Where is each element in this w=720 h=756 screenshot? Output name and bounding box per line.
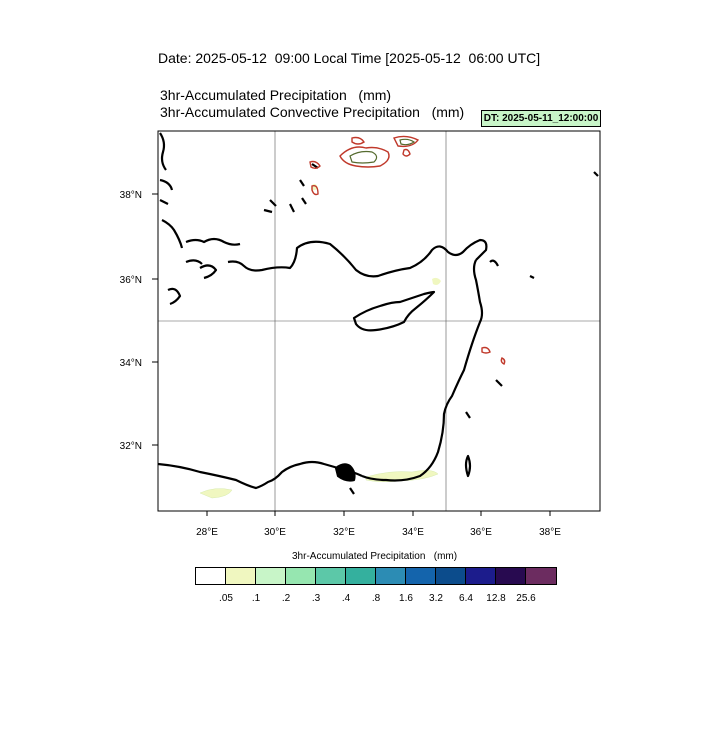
lat-label-32: 32°N (120, 441, 142, 452)
map-content (158, 131, 600, 511)
lon-label-30: 30°E (264, 527, 286, 538)
forecast-init-badge: DT: 2025-05-11_12:00:00 (481, 110, 601, 127)
lat-label-34: 34°N (120, 358, 142, 369)
lon-label-34: 34°E (402, 527, 424, 538)
colorbar-box (436, 568, 466, 584)
colorbar-box (376, 568, 406, 584)
lon-label-36: 36°E (470, 527, 492, 538)
colorbar-label: .4 (341, 593, 351, 604)
lon-label-38: 38°E (539, 527, 561, 538)
lon-label-28: 28°E (196, 527, 218, 538)
lat-label-38: 38°N (120, 190, 142, 201)
lon-ticks (206, 511, 551, 516)
date-title: Date: 2025-05-12 09:00 Local Time [2025-… (158, 50, 541, 66)
colorbar-label: .05 (219, 593, 233, 604)
precipitation-subtitle: 3hr-Accumulated Precipitation (mm) (160, 87, 392, 103)
colorbar-box (316, 568, 346, 584)
colorbar-box (256, 568, 286, 584)
colorbar-label: 3.2 (429, 593, 443, 604)
colorbar-box (496, 568, 526, 584)
legend-title: 3hr-Accumulated Precipitation (mm) (292, 551, 458, 562)
lat-ticks (152, 193, 158, 446)
colorbar-label: 1.6 (399, 593, 413, 604)
colorbar-label: .1 (251, 593, 261, 604)
precipitation-shading (199, 184, 441, 499)
colorbar-label: .2 (281, 593, 291, 604)
convective-contour-inner (349, 138, 416, 164)
map-frame (157, 130, 601, 512)
colorbar-box (466, 568, 496, 584)
colorbar-label: .8 (371, 593, 381, 604)
colorbar-label: .3 (311, 593, 321, 604)
colorbar (195, 567, 557, 585)
colorbar-label: 6.4 (459, 593, 473, 604)
colorbar-box (346, 568, 376, 584)
colorbar-box (226, 568, 256, 584)
colorbar-box (286, 568, 316, 584)
lon-label-32: 32°E (333, 527, 355, 538)
colorbar-box (406, 568, 436, 584)
colorbar-box (526, 568, 556, 584)
map-gridlines (158, 131, 600, 511)
coastline (158, 132, 599, 495)
colorbar-label: 12.8 (486, 593, 506, 604)
colorbar-label: 25.6 (516, 593, 536, 604)
convective-precipitation-subtitle: 3hr-Accumulated Convective Precipitation… (160, 104, 465, 120)
convective-contours (309, 135, 506, 365)
lat-label-36: 36°N (120, 275, 142, 286)
colorbar-box (196, 568, 226, 584)
